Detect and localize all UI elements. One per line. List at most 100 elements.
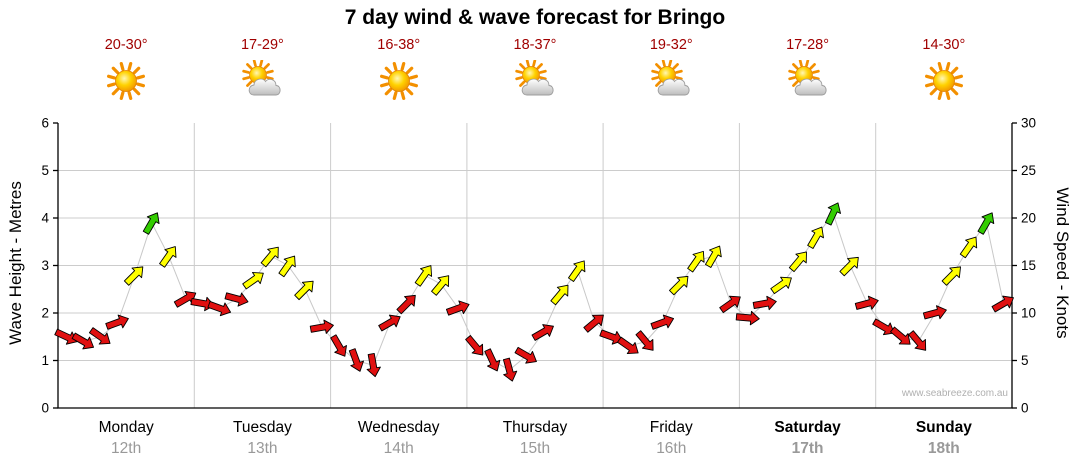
wind-arrow	[550, 284, 569, 306]
wind-arrow	[465, 335, 484, 356]
day-name: Thursday	[502, 419, 568, 436]
wind-arrow	[445, 300, 470, 316]
wind-arrow	[583, 314, 604, 333]
day-label-tuesday: Tuesday 13th	[194, 419, 330, 458]
wind-arrow	[669, 275, 689, 296]
day-date: 13th	[247, 440, 278, 457]
wind-tick-label: 0	[1021, 401, 1029, 416]
day-name: Saturday	[774, 419, 841, 436]
temperature-range: 20-30°	[104, 37, 148, 53]
day-header-saturday: 17-28°	[740, 37, 876, 104]
sun-icon	[331, 60, 467, 104]
wind-arrow	[922, 305, 947, 320]
wind-arrow	[159, 246, 177, 268]
wind-arrow	[531, 324, 554, 341]
wind-arrow	[54, 328, 78, 345]
wind-arrow	[991, 295, 1014, 313]
wind-arrow	[854, 295, 879, 310]
day-header-thursday: 18-37°	[467, 37, 603, 104]
day-label-thursday: Thursday 15th	[467, 419, 603, 458]
wind-arrow	[959, 236, 978, 259]
sun-graphic	[379, 62, 418, 100]
temperature-range: 14-30°	[922, 37, 966, 53]
day-header-sunday: 14-30°	[876, 37, 1012, 104]
temperature-range: 17-28°	[786, 37, 829, 53]
day-name: Monday	[98, 419, 154, 436]
wind-arrow	[105, 314, 129, 330]
wind-arrow	[839, 256, 859, 277]
wave-tick-label: 1	[41, 353, 49, 368]
wind-connector-line	[66, 212, 1004, 371]
wave-tick-label: 5	[41, 163, 49, 178]
wind-tick-label: 20	[1021, 211, 1036, 226]
day-label-saturday: Saturday 17th	[740, 419, 876, 458]
day-date: 12th	[111, 440, 142, 457]
wind-arrow	[330, 334, 347, 357]
wind-arrow	[366, 352, 381, 378]
wind-axis-label: Wind Speed - Knots	[1053, 187, 1072, 339]
temperature-range: 19-32°	[649, 37, 693, 53]
wave-axis-label: Wave Height - Metres	[6, 181, 25, 345]
wind-arrow	[735, 310, 760, 326]
wind-arrow	[414, 265, 433, 287]
wind-tick-label: 5	[1021, 353, 1029, 368]
day-header-monday: 20-30°	[58, 37, 194, 104]
wave-tick-label: 4	[41, 211, 49, 226]
wind-arrow	[378, 314, 401, 332]
day-date: 14th	[383, 440, 414, 457]
sun-cloud-graphic	[515, 59, 554, 96]
wave-tick-label: 3	[41, 258, 49, 273]
wind-arrow	[770, 276, 792, 295]
wind-arrow	[687, 250, 705, 273]
wind-arrow	[260, 246, 279, 268]
wind-arrow	[431, 275, 450, 296]
wind-arrow	[635, 330, 654, 351]
wind-tick-label: 10	[1021, 306, 1036, 321]
wind-arrow	[348, 348, 364, 372]
wind-arrow	[142, 212, 160, 235]
wind-arrow	[396, 294, 416, 315]
day-name: Friday	[649, 419, 693, 436]
wind-arrow	[88, 327, 111, 345]
wave-tick-label: 2	[41, 306, 49, 321]
sun-cloud-icon	[467, 59, 603, 104]
wind-arrow	[890, 326, 911, 345]
wind-arrow	[599, 329, 623, 345]
wind-arrow	[650, 314, 675, 330]
wind-arrow	[207, 301, 232, 317]
sun-cloud-graphic	[242, 59, 281, 96]
wind-arrow	[123, 266, 144, 286]
temperature-range: 17-29°	[240, 37, 284, 53]
temperature-range: 18-37°	[513, 37, 557, 53]
wind-arrow	[71, 332, 95, 350]
day-name: Tuesday	[232, 419, 292, 436]
day-label-sunday: Sunday 18th	[876, 419, 1012, 458]
wind-arrow	[977, 212, 995, 235]
wind-arrow	[788, 251, 807, 273]
wind-arrow	[502, 357, 518, 382]
wind-arrow	[294, 280, 314, 301]
sun-icon	[58, 60, 194, 104]
day-label-friday: Friday 16th	[603, 419, 739, 458]
chart-title: 7 day wind & wave forecast for Bringo	[344, 6, 726, 29]
wind-tick-label: 15	[1021, 258, 1036, 273]
day-label-wednesday: Wednesday 14th	[331, 419, 467, 458]
wind-arrow	[705, 245, 722, 268]
wind-arrow	[872, 318, 895, 336]
day-date: 16th	[656, 440, 687, 457]
sun-cloud-graphic	[651, 59, 690, 96]
wind-arrow	[514, 346, 537, 364]
wind-arrow	[719, 295, 741, 314]
day-header-friday: 19-32°	[603, 37, 739, 104]
wind-tick-label: 25	[1021, 163, 1036, 178]
wind-arrow	[309, 319, 334, 334]
wave-tick-label: 6	[41, 116, 49, 131]
sun-icon	[876, 60, 1012, 104]
day-label-monday: Monday 12th	[58, 419, 194, 458]
wind-arrow	[484, 348, 501, 372]
day-name: Wednesday	[357, 419, 440, 436]
wind-arrow	[824, 202, 841, 226]
day-name: Sunday	[915, 419, 972, 436]
